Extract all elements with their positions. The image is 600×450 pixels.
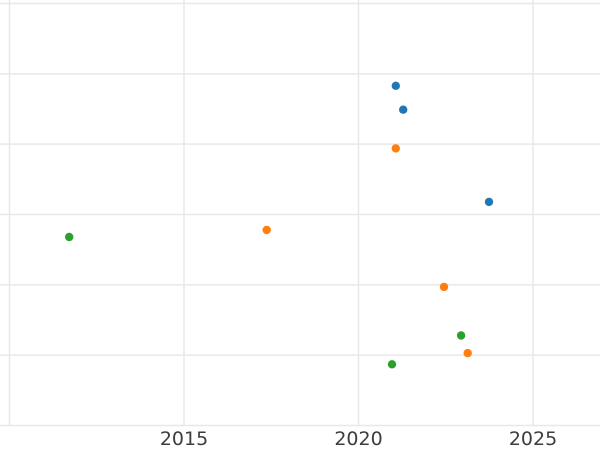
data-point-green bbox=[387, 360, 397, 369]
data-point-blue bbox=[484, 197, 494, 207]
x-tick-label: 2025 bbox=[509, 428, 557, 450]
data-point-green bbox=[456, 331, 466, 340]
data-point-blue bbox=[391, 81, 400, 91]
data-point-orange bbox=[463, 348, 472, 358]
data-point-blue bbox=[399, 105, 408, 114]
data-point-orange bbox=[439, 282, 449, 292]
data-point-orange bbox=[391, 144, 400, 153]
x-tick-label: 2020 bbox=[334, 428, 382, 450]
x-tick-label: 2015 bbox=[160, 428, 208, 450]
data-point-orange bbox=[262, 225, 271, 235]
data-point-green bbox=[65, 232, 74, 242]
